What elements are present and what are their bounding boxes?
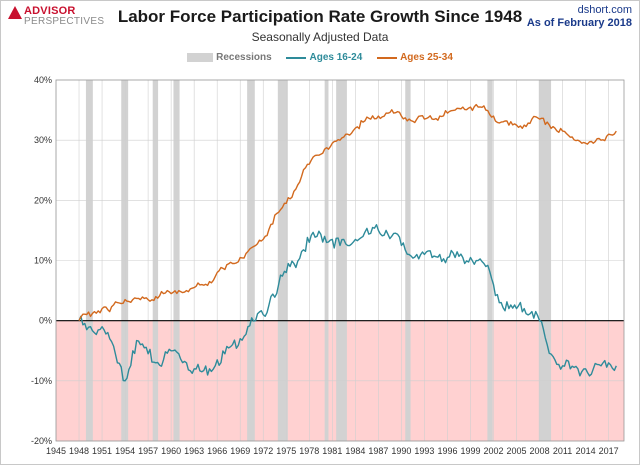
x-tick-label-1945: 1945 [46, 446, 66, 456]
x-tick-label-1963: 1963 [184, 446, 204, 456]
x-tick-label-1975: 1975 [276, 446, 296, 456]
y-tick-label-4: 20% [34, 195, 52, 205]
ages-25-34-swatch [377, 56, 398, 59]
series-line-ages-16-24 [78, 224, 617, 382]
y-tick-label-6: 40% [34, 75, 52, 85]
x-tick-label-1999: 1999 [460, 446, 480, 456]
series-line-ages-25-34 [78, 103, 617, 322]
x-tick-label-1957: 1957 [138, 446, 158, 456]
x-tick-label-2014: 2014 [576, 446, 596, 456]
legend-label-ages-16-24: Ages 16-24 [309, 52, 363, 63]
x-tick-label-1969: 1969 [230, 446, 250, 456]
x-tick-label-1951: 1951 [92, 446, 112, 456]
x-tick-label-1972: 1972 [253, 446, 273, 456]
legend-item-ages-25-34: Ages 25-34 [377, 52, 453, 63]
x-tick-label-1987: 1987 [368, 446, 388, 456]
y-tick-label-5: 30% [34, 135, 52, 145]
advisor-perspectives-logo: ADVISOR PERSPECTIVES [6, 5, 106, 27]
chart-legend: Recessions Ages 16-24 Ages 25-34 [0, 52, 640, 63]
legend-item-ages-16-24: Ages 16-24 [286, 52, 362, 63]
source-site: dshort.com [577, 4, 632, 16]
x-tick-label-1996: 1996 [437, 446, 457, 456]
source-info: dshort.com As of February 2018 [527, 4, 632, 30]
recession-swatch [187, 53, 214, 62]
legend-item-recessions: Recessions [187, 52, 272, 63]
x-tick-label-2011: 2011 [553, 446, 572, 456]
logo-main-text: ADVISOR [24, 5, 76, 17]
y-tick-label-1: -10% [31, 376, 52, 386]
legend-label-ages-25-34: Ages 25-34 [400, 52, 453, 63]
source-date: As of February 2018 [526, 17, 632, 29]
x-tick-label-1990: 1990 [391, 446, 411, 456]
logo-triangle-icon [8, 6, 22, 19]
x-tick-label-2008: 2008 [530, 446, 550, 456]
ages-16-24-swatch [286, 56, 307, 59]
x-tick-label-1981: 1981 [322, 446, 342, 456]
x-tick-label-2005: 2005 [507, 446, 527, 456]
x-tick-label-1984: 1984 [345, 446, 365, 456]
plot-border [55, 79, 625, 442]
y-tick-label-3: 10% [34, 256, 52, 266]
x-tick-label-1954: 1954 [115, 446, 135, 456]
x-tick-label-1960: 1960 [161, 446, 181, 456]
x-tick-label-1966: 1966 [207, 446, 227, 456]
legend-label-recessions: Recessions [216, 52, 272, 63]
logo-sub-text: PERSPECTIVES [24, 16, 105, 27]
x-tick-label-1993: 1993 [414, 446, 434, 456]
x-tick-label-1948: 1948 [69, 446, 89, 456]
x-tick-label-1978: 1978 [299, 446, 319, 456]
x-tick-label-2002: 2002 [483, 446, 503, 456]
chart-title: Labor Force Participation Rate Growth Si… [117, 7, 523, 26]
x-tick-label-2017: 2017 [599, 446, 619, 456]
y-tick-label-0: -20% [31, 436, 52, 446]
chart-subtitle: Seasonally Adjusted Data [251, 30, 389, 44]
y-tick-label-2: 0% [39, 316, 52, 326]
